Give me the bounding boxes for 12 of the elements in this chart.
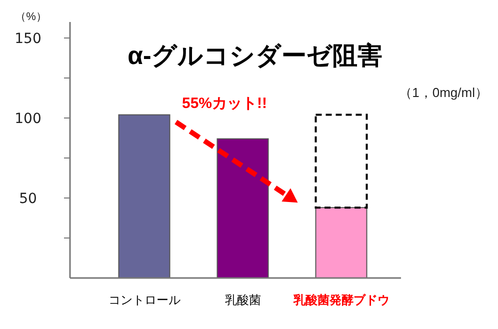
y-tick-label: 50: [19, 191, 37, 207]
bar: [118, 114, 170, 278]
text: α-グルコシダーゼ阻害: [128, 42, 382, 70]
annotation: （1，0mg/ml）: [399, 85, 488, 100]
x-tick-label: コントロール: [108, 293, 180, 307]
bar: [315, 207, 368, 278]
y-tick-label: 100: [14, 111, 42, 127]
y-axis-title: （%）: [15, 11, 47, 23]
annotation: 55%カット!!: [182, 95, 268, 112]
x-tick-label: 乳酸菌: [224, 293, 261, 307]
x-tick-label: 乳酸菌発酵ブドウ: [292, 293, 390, 307]
y-tick-label: 150: [14, 31, 42, 47]
